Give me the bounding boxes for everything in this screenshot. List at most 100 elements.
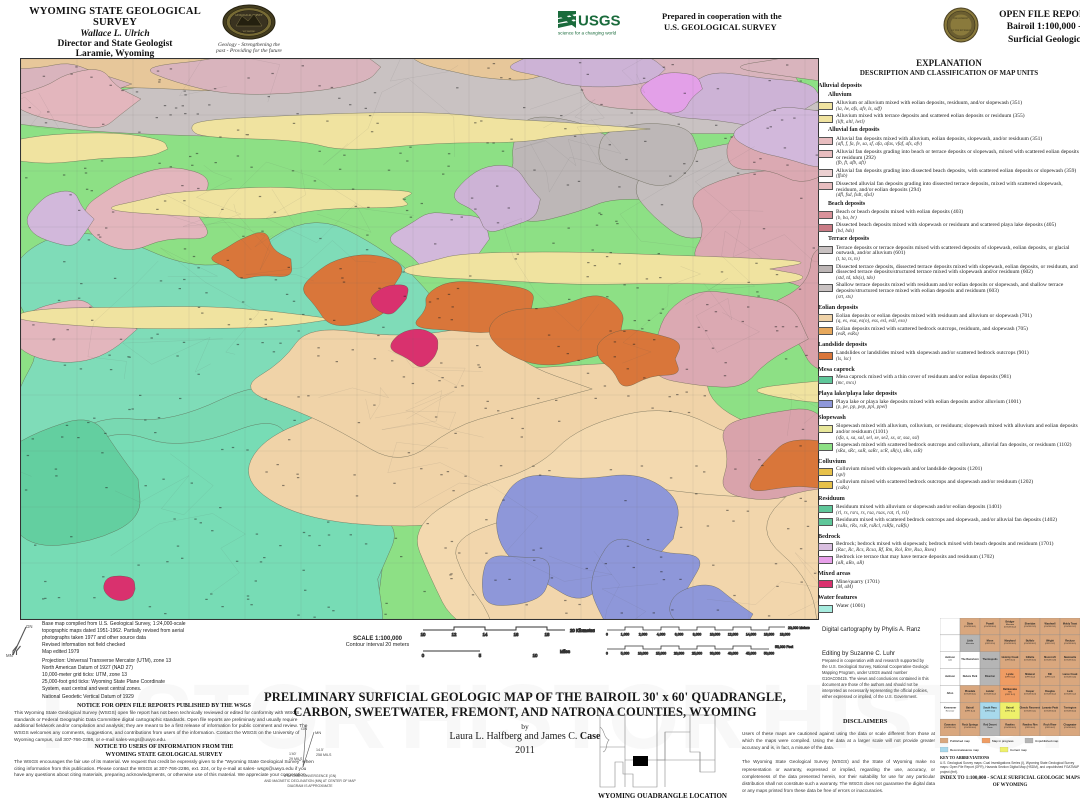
svg-text:Buffalo: Buffalo xyxy=(1026,639,1035,642)
svg-text:Evanston: Evanston xyxy=(944,724,956,727)
svg-text:(OGCM 00-5): (OGCM 00-5) xyxy=(1004,727,1016,729)
svg-text:(OFR 00-2): (OFR 00-2) xyxy=(1025,677,1035,679)
svg-text:Lance Creek: Lance Creek xyxy=(1063,673,1078,676)
svg-text:Lusk: Lusk xyxy=(1067,690,1073,693)
svg-text:(OGCM 01-1): (OGCM 01-1) xyxy=(1044,626,1056,628)
svg-text:Casper: Casper xyxy=(1026,690,1035,693)
svg-text:GEOLOGICAL SURVEY: GEOLOGICAL SURVEY xyxy=(235,14,263,17)
svg-text:Rock River: Rock River xyxy=(1043,724,1056,727)
svg-text:science for a changing world: science for a changing world xyxy=(558,31,617,36)
svg-text:(OFR 00-3): (OFR 00-3) xyxy=(1005,660,1015,662)
svg-text:(OGCM 00-2): (OGCM 00-2) xyxy=(1044,694,1056,696)
svg-text:Pinedale: Pinedale xyxy=(965,690,976,693)
svg-text:(OFR 11-4): (OFR 11-4) xyxy=(965,710,975,712)
svg-text:5: 5 xyxy=(479,653,482,658)
svg-text:(OGCM 00-6): (OGCM 00-6) xyxy=(1024,660,1036,662)
svg-text:14: 14 xyxy=(483,632,488,637)
svg-text:Dubois Park: Dubois Park xyxy=(963,675,978,678)
svg-text:(OGCM 00-1): (OGCM 00-1) xyxy=(964,694,976,696)
svg-text:MN: MN xyxy=(6,653,13,658)
svg-text:(OGCM 00-3): (OGCM 00-3) xyxy=(1024,694,1036,696)
svg-text:10: 10 xyxy=(533,653,538,658)
svg-text:(OGCM 00-2): (OGCM 00-2) xyxy=(1024,643,1036,645)
svg-text:(OFR 10-4): (OFR 10-4) xyxy=(985,710,995,712)
svg-text:30,000: 30,000 xyxy=(710,652,720,656)
svg-text:Kemmerer: Kemmerer xyxy=(944,707,956,710)
svg-text:Glendo Reservoir: Glendo Reservoir xyxy=(1020,707,1041,710)
svg-text:Basin: Basin xyxy=(987,727,992,729)
svg-text:Bairoil: Bairoil xyxy=(1006,707,1014,710)
svg-text:20 Kilometers: 20 Kilometers xyxy=(570,628,595,633)
svg-text:12: 12 xyxy=(452,632,457,637)
svg-text:10,000: 10,000 xyxy=(638,652,648,656)
svg-text:Rock Springs: Rock Springs xyxy=(962,724,979,727)
svg-text:0: 0 xyxy=(606,652,608,656)
svg-text:(OFR 11-4): (OFR 11-4) xyxy=(1005,710,1015,712)
svg-text:USGS: USGS xyxy=(578,13,621,30)
svg-text:South Pass: South Pass xyxy=(983,707,997,710)
svg-text:Bill: Bill xyxy=(1048,673,1052,676)
svg-text:Miles: Miles xyxy=(560,649,570,654)
svg-text:Map in progress: Map in progress xyxy=(992,739,1014,743)
svg-text:5,000: 5,000 xyxy=(621,652,630,656)
svg-text:18,000: 18,000 xyxy=(780,633,790,637)
svg-text:Moldy Teast: Moldy Teast xyxy=(1063,622,1077,625)
svg-text:Wright: Wright xyxy=(1046,639,1054,642)
svg-text:Wardwell: Wardwell xyxy=(1045,622,1056,625)
svg-text:55,000 Feet: 55,000 Feet xyxy=(775,645,793,649)
svg-text:Red Desert: Red Desert xyxy=(983,724,996,727)
svg-text:Gillette: Gillette xyxy=(1026,656,1035,659)
svg-text:2,000: 2,000 xyxy=(639,633,648,637)
svg-text:Current map: Current map xyxy=(1010,748,1027,752)
svg-text:Reservoir: Reservoir xyxy=(946,710,955,712)
svg-text:(OFR 00-2): (OFR 00-2) xyxy=(1045,727,1055,729)
svg-text:Chugwater: Chugwater xyxy=(1064,724,1077,727)
svg-text:(OGCM 01-5): (OGCM 01-5) xyxy=(1024,626,1036,628)
svg-text:Rawlins Rim: Rawlins Rim xyxy=(1023,724,1039,727)
svg-text:14,000: 14,000 xyxy=(746,633,756,637)
svg-text:(OGCM 00-1): (OGCM 00-1) xyxy=(1064,727,1076,729)
svg-text:(OFR 01-2): (OFR 01-2) xyxy=(1005,677,1015,679)
svg-text:Unpublished map: Unpublished map xyxy=(1035,739,1059,743)
svg-text:Lander: Lander xyxy=(986,690,994,693)
svg-text:20,000: 20,000 xyxy=(674,652,684,656)
svg-text:50,000: 50,000 xyxy=(764,652,774,656)
svg-text:Moorcroft: Moorcroft xyxy=(1044,656,1056,659)
svg-text:Midwest: Midwest xyxy=(1025,673,1035,676)
svg-text:Jackson: Jackson xyxy=(945,675,955,678)
svg-text:OF THE INTERIOR: OF THE INTERIOR xyxy=(951,30,971,32)
svg-text:25,000: 25,000 xyxy=(692,652,702,656)
svg-text:(OGCM 01-1): (OGCM 01-1) xyxy=(1024,710,1036,712)
svg-text:(OGCM 00-3): (OGCM 00-3) xyxy=(1044,710,1056,712)
svg-text:GN: GN xyxy=(26,624,32,629)
svg-text:(OFR 01-7): (OFR 01-7) xyxy=(1045,677,1055,679)
svg-text:Riverton: Riverton xyxy=(985,675,996,678)
svg-text:Laramie Peak: Laramie Peak xyxy=(1042,707,1059,710)
svg-text:Afton: Afton xyxy=(947,692,954,695)
svg-text:(OGCM 00-4): (OGCM 00-4) xyxy=(1064,710,1076,712)
svg-text:6,000: 6,000 xyxy=(675,633,684,637)
svg-text:8,000: 8,000 xyxy=(693,633,702,637)
svg-text:(OGCM 01-2): (OGCM 01-2) xyxy=(1064,694,1076,696)
svg-text:Published map: Published map xyxy=(950,739,970,743)
svg-text:(OGCM 00-5): (OGCM 00-5) xyxy=(1064,643,1076,645)
svg-text:Reconnaissance map: Reconnaissance map xyxy=(950,748,979,752)
svg-text:Bridger: Bridger xyxy=(1006,620,1015,623)
svg-text:29 MILS: 29 MILS xyxy=(289,757,303,761)
svg-text:Rawlins: Rawlins xyxy=(1005,724,1015,727)
svg-text:18: 18 xyxy=(545,632,550,637)
svg-text:20,000 Meters: 20,000 Meters xyxy=(788,626,810,630)
svg-text:(OGCM 01-1): (OGCM 01-1) xyxy=(944,727,956,729)
svg-text:(OFR 01-2): (OFR 01-2) xyxy=(1045,643,1055,645)
svg-text:Rattlesnake: Rattlesnake xyxy=(1003,688,1018,691)
svg-text:WYOMING: WYOMING xyxy=(243,30,256,33)
svg-text:(OFR 00-4): (OFR 00-4) xyxy=(1025,727,1035,729)
svg-text:Lysite: Lysite xyxy=(1006,673,1014,676)
svg-text:Newcastle: Newcastle xyxy=(1064,656,1077,659)
svg-text:1,000: 1,000 xyxy=(621,633,630,637)
svg-text:16: 16 xyxy=(514,632,519,637)
svg-text:(OGCM 01-6): (OGCM 01-6) xyxy=(1064,677,1076,679)
svg-text:Torrington: Torrington xyxy=(1064,707,1077,710)
svg-text:(OFR 11-3): (OFR 11-3) xyxy=(1005,694,1015,696)
svg-text:DEPARTMENT: DEPARTMENT xyxy=(953,17,969,20)
